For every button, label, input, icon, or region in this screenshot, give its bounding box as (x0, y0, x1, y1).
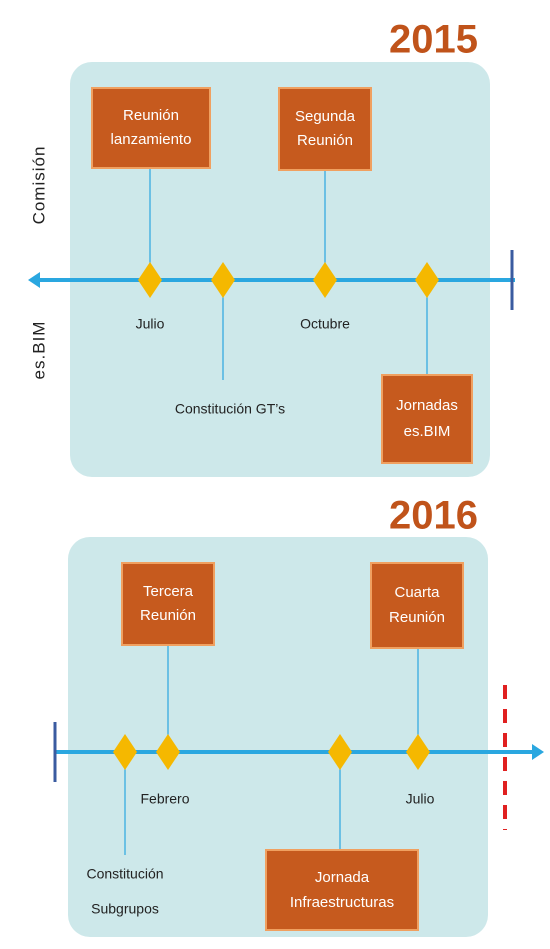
event-text: Reunión (123, 107, 179, 124)
event-box (265, 849, 419, 931)
side-label: Comisión (29, 146, 48, 225)
event-text: Tercera (143, 583, 194, 600)
event-text: Cuarta (394, 584, 440, 601)
milestone (415, 262, 439, 298)
event-text: Jornada (315, 869, 370, 886)
event-text: Reunión (297, 132, 353, 149)
event-label: Subgrupos (91, 901, 159, 917)
milestone (328, 734, 352, 770)
event-box (121, 562, 215, 646)
arrow (532, 744, 544, 760)
event-text: Infraestructuras (290, 894, 394, 911)
year: 2016 (389, 494, 478, 538)
event-box (381, 374, 473, 464)
event-text: es.BIM (404, 423, 451, 440)
side-label: es.BIM (29, 321, 48, 380)
date-label: Julio (136, 316, 165, 332)
milestone (313, 262, 337, 298)
event-text: Reunión (140, 607, 196, 624)
event-box (370, 562, 464, 649)
milestone (156, 734, 180, 770)
event-box (91, 87, 211, 169)
event-text: Reunión (389, 609, 445, 626)
date-label: Octubre (300, 316, 350, 332)
year: 2015 (389, 18, 478, 62)
event-text: Segunda (295, 108, 356, 125)
date-label: Julio (406, 791, 435, 807)
date-label: Febrero (140, 791, 189, 807)
milestone (211, 262, 235, 298)
event-text: lanzamiento (111, 131, 192, 148)
milestone (406, 734, 430, 770)
event-text: Jornadas (396, 397, 458, 414)
arrow (28, 272, 40, 288)
milestone (113, 734, 137, 770)
event-label: Constitución GT’s (175, 401, 285, 417)
milestone (138, 262, 162, 298)
event-box (278, 87, 372, 171)
event-label: Constitución (86, 866, 163, 882)
